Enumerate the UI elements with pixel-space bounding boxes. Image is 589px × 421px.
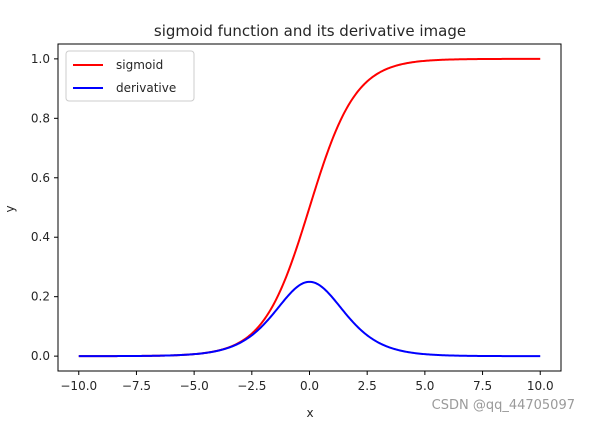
y-tick-label: 1.0: [31, 52, 50, 66]
series-line-derivative: [78, 280, 541, 358]
plot-area: −10.0 −7.5 −5.0 −2.5 0.0 2.5 5.0 7.5 10.0 0.0 0.2 0…: [31, 43, 562, 393]
watermark: CSDN @qq_44705097: [432, 398, 575, 413]
y-tick-label: 0.2: [31, 290, 50, 304]
series-line-sigmoid: [78, 57, 541, 358]
x-tick-label: −10.0: [60, 379, 97, 393]
x-tick-label: 0.0: [300, 379, 319, 393]
y-tick-label: 0.0: [31, 349, 50, 363]
x-tick-label: −7.5: [122, 379, 151, 393]
y-axis-label: y: [3, 205, 17, 212]
chart-title: sigmoid function and its derivative imag…: [154, 22, 466, 40]
x-tick-label: 2.5: [358, 379, 377, 393]
y-tick-label: 0.8: [31, 111, 50, 125]
x-tick-label: 5.0: [415, 379, 434, 393]
x-tick-label: −5.0: [180, 379, 209, 393]
x-tick-label: −2.5: [237, 379, 266, 393]
x-tick-label: 7.5: [473, 379, 492, 393]
x-axis-label: x: [306, 406, 313, 420]
x-tick-label: 10.0: [527, 379, 554, 393]
legend-label-derivative: derivative: [116, 81, 176, 95]
legend-label-sigmoid: sigmoid: [116, 58, 163, 72]
y-tick-label: 0.6: [31, 171, 50, 185]
y-tick-label: 0.4: [31, 230, 50, 244]
legend: sigmoid derivative: [65, 50, 195, 102]
